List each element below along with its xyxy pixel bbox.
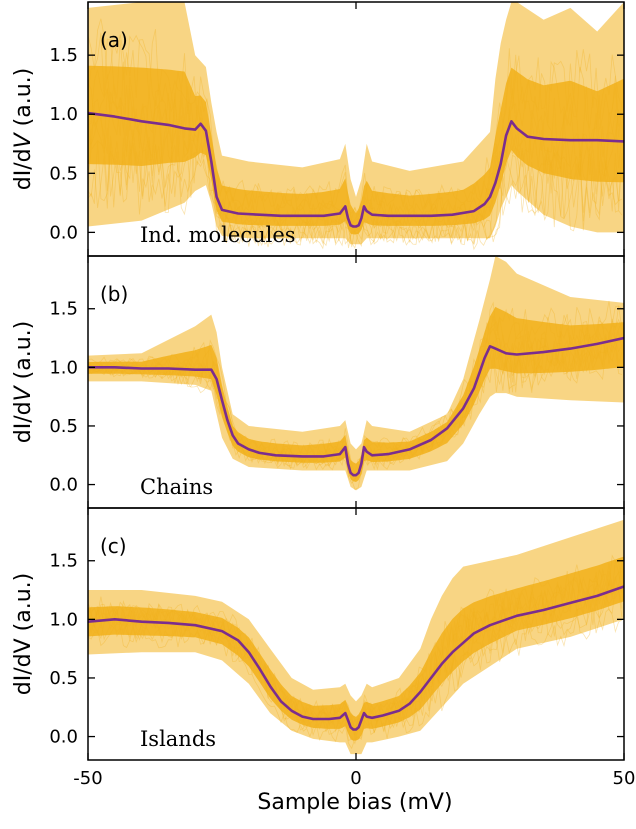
plot-area [88,256,624,491]
individual-trace [88,140,623,249]
average-line [88,585,624,731]
y-axis-title-part: (a.u.) [11,573,36,639]
panel-letter: (a) [100,28,128,52]
individual-trace [88,32,623,223]
traces-core [88,556,624,741]
individual-trace [88,554,623,725]
traces-core [88,65,624,235]
y-axis-title-part: V [11,131,36,148]
individual-trace [88,82,623,231]
individual-trace [88,346,623,490]
individual-trace [88,336,623,485]
y-axis-title-part: (a.u.) [11,321,36,387]
panel-letter: (b) [100,282,128,306]
x-tick-label: 50 [613,768,636,789]
y-tick-label: 1.5 [49,299,78,320]
plot-area [88,2,624,251]
y-tick-label: 1.0 [49,609,78,630]
individual-trace [88,589,623,742]
individual-trace [88,339,623,480]
panel-c: 0.0 0.5 1.0 1.5 (c) Islands dI/dV (a.u.) [11,507,625,761]
y-tick-label: 0.0 [49,222,78,243]
x-axis-title: Sample bias (mV) [257,790,453,815]
y-tick-label: 0.5 [49,416,78,437]
average-line [88,111,624,228]
y-tick-label: 0.0 [49,475,78,496]
individual-trace [88,129,623,249]
y-axis-title: dI/dV (a.u.) [11,573,36,695]
y-tick-label: 0.5 [49,668,78,689]
y-axis-title-part: dI/dV [11,638,36,695]
individual-trace [88,571,622,730]
individual-trace [88,607,623,750]
y-axis-title: dI/dV (a.u.) [11,321,36,443]
y-tick-label: 1.5 [49,45,78,66]
panel-annotation: Chains [140,475,213,499]
plot-area [88,519,624,755]
traces-envelope [88,519,624,755]
y-tick-label: 1.5 [49,551,78,572]
individual-trace [88,118,623,248]
y-tick-label: 0.5 [49,163,78,184]
panel-b: 0.0 0.5 1.0 1.5 (b) Chains dI/dV (a.u.) [11,255,625,509]
y-tick-label: 0.0 [49,727,78,748]
panel-letter: (c) [100,534,127,558]
individual-trace [88,321,623,480]
individual-trace [88,574,623,735]
individual-trace [88,61,623,225]
panel-annotation: Ind. molecules [140,223,296,247]
average-line [88,336,624,477]
y-tick-label: 1.0 [49,104,78,125]
traces-core [88,306,624,482]
y-axis-title-part: V [11,384,36,401]
y-axis-title: dI/dV (a.u.) [11,68,36,190]
y-tick-label: 1.0 [49,357,78,378]
individual-trace [88,575,623,740]
traces-envelope [88,256,624,491]
y-axis-title-part: dI/d [11,401,36,443]
individual-trace [88,587,623,745]
individual-trace [88,137,623,251]
x-tick-label: -50 [73,768,102,789]
individual-trace [88,300,623,475]
y-axis-title-part: (a.u.) [11,68,36,134]
y-axis-title-part: dI/d [11,148,36,190]
x-tick-label: 0 [350,768,361,789]
panel-annotation: Islands [140,727,216,751]
individual-trace [88,18,623,221]
individual-trace [88,85,623,234]
panel-a: 0.0 0.5 1.0 1.5 (a) Ind. molecules dI/dV (a.u.… [11,1,625,257]
